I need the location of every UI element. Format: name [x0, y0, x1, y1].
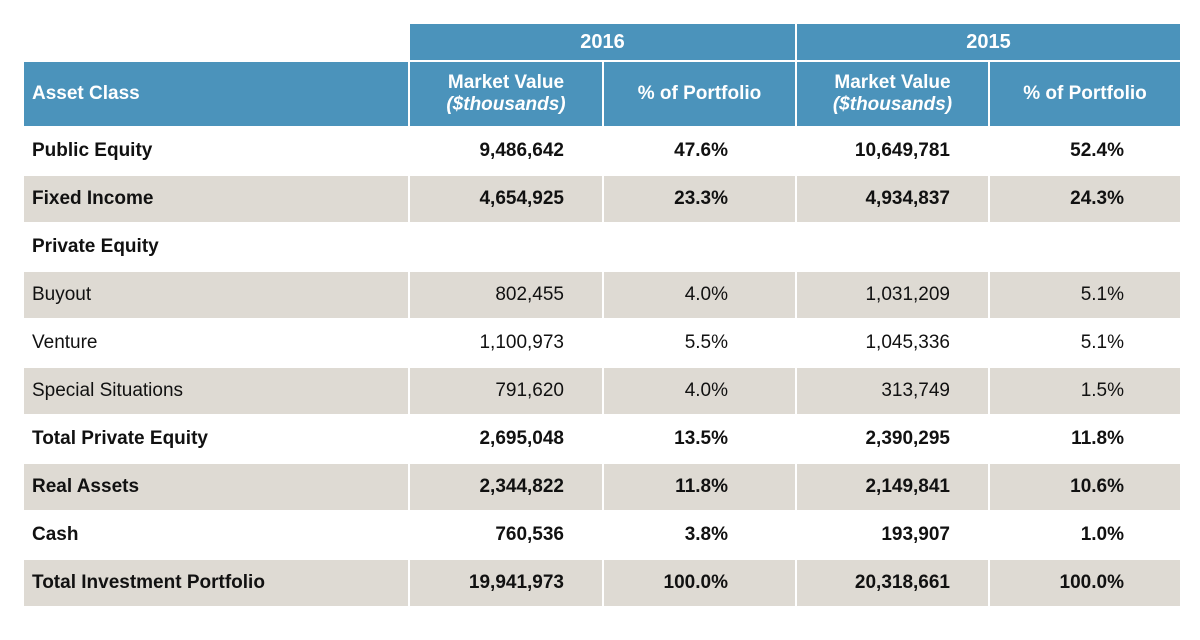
row-label: Total Investment Portfolio [24, 560, 408, 606]
cell: 5.5% [684, 332, 728, 353]
column-header-unit: ($thousands) [446, 94, 566, 115]
table-row: Total Private Equity 2,695,048 13.5% 2,390,… [24, 416, 1180, 462]
blank-cell [24, 24, 408, 60]
cell: 791,620 [410, 368, 602, 414]
table-row: Special Situations 791,620 4.0% 313,749 1.5% [24, 368, 1180, 414]
table-row: Private Equity [24, 224, 1180, 270]
column-header: Market Value ($thousands) [410, 62, 602, 126]
cell: 47.6% [674, 140, 728, 161]
cell: 802,455 [410, 272, 602, 318]
column-header: % of Portfolio [604, 62, 795, 126]
row-label: Total Private Equity [32, 428, 208, 449]
cell: 24.3% [990, 176, 1180, 222]
table-row: Total Investment Portfolio 19,941,973 100.… [24, 560, 1180, 606]
table-row: Venture 1,100,973 5.5% 1,045,336 5.1% [24, 320, 1180, 366]
year-header: 2015 [797, 24, 1180, 60]
row-label: Real Assets [24, 464, 408, 510]
row-label: Cash [32, 524, 79, 545]
column-header-unit: ($thousands) [832, 94, 953, 115]
cell [990, 224, 1180, 270]
cell: 100.0% [604, 560, 795, 606]
cell: 9,486,642 [479, 140, 564, 161]
cell: 3.8% [684, 524, 728, 545]
cell: 1,100,973 [479, 332, 564, 353]
cell: 52.4% [1070, 140, 1124, 161]
row-label: Buyout [24, 272, 408, 318]
table-row: Public Equity 9,486,642 47.6% 10,649,781 52.… [24, 128, 1180, 174]
cell: 19,941,973 [410, 560, 602, 606]
cell: 4.0% [604, 272, 795, 318]
cell: 1.5% [990, 368, 1180, 414]
cell: 1.0% [1080, 524, 1124, 545]
cell: 193,907 [881, 524, 950, 545]
cell: 100.0% [990, 560, 1180, 606]
column-header-text: Asset Class [32, 83, 140, 104]
cell: 1,045,336 [865, 332, 950, 353]
row-label: Special Situations [24, 368, 408, 414]
cell: 2,695,048 [479, 428, 564, 449]
table-row: Real Assets 2,344,822 11.8% 2,149,841 10.6% [24, 464, 1180, 510]
table-row: Buyout 802,455 4.0% 1,031,209 5.1% [24, 272, 1180, 318]
cell: 313,749 [797, 368, 988, 414]
column-header-text: % of Portfolio [1023, 83, 1147, 104]
cell: 4.0% [604, 368, 795, 414]
cell: 2,344,822 [410, 464, 602, 510]
cell: 1,031,209 [797, 272, 988, 318]
cell [410, 224, 602, 270]
column-header-text: Market Value [834, 72, 951, 93]
cell [797, 224, 988, 270]
row-label: Venture [32, 332, 98, 353]
column-header: Market Value ($thousands) [797, 62, 988, 126]
cell: 2,390,295 [865, 428, 950, 449]
table-row: Cash 760,536 3.8% 193,907 1.0% [24, 512, 1180, 558]
cell: 4,934,837 [797, 176, 988, 222]
cell: 11.8% [604, 464, 795, 510]
column-header: % of Portfolio [990, 62, 1180, 126]
row-label: Private Equity [32, 236, 159, 257]
cell: 760,536 [495, 524, 564, 545]
table-row: Fixed Income 4,654,925 23.3% 4,934,837 24.3% [24, 176, 1180, 222]
cell: 10,649,781 [854, 140, 950, 161]
cell [604, 224, 795, 270]
cell: 13.5% [674, 428, 728, 449]
column-header-text: % of Portfolio [637, 83, 762, 104]
cell: 20,318,661 [797, 560, 988, 606]
cell: 2,149,841 [797, 464, 988, 510]
row-label: Public Equity [32, 140, 153, 161]
cell: 5.1% [1080, 332, 1124, 353]
column-header-text: Market Value [447, 72, 565, 93]
cell: 23.3% [604, 176, 795, 222]
cell: 5.1% [990, 272, 1180, 318]
column-header: Asset Class [24, 62, 408, 126]
cell: 10.6% [990, 464, 1180, 510]
year-header: 2016 [410, 24, 795, 60]
cell: 4,654,925 [410, 176, 602, 222]
row-label: Fixed Income [24, 176, 408, 222]
cell: 11.8% [1071, 428, 1124, 449]
portfolio-table: 2016 2015 Asset Class Market Value ($thous… [22, 22, 1182, 608]
